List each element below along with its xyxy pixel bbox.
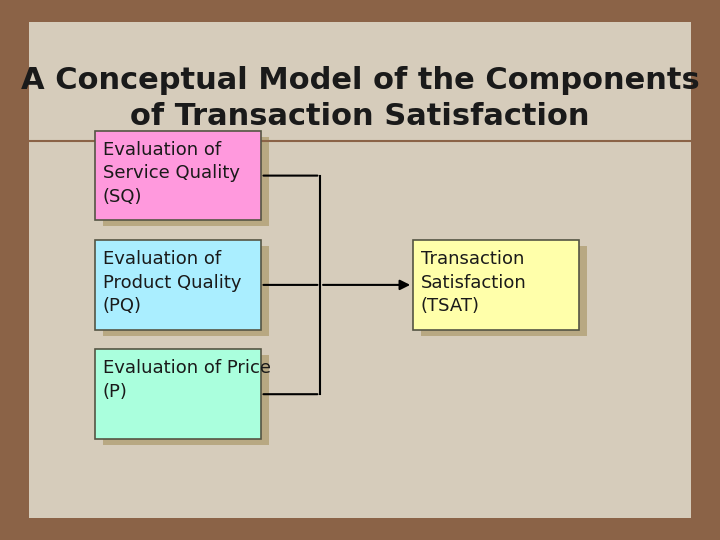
FancyBboxPatch shape	[413, 240, 579, 329]
FancyBboxPatch shape	[95, 349, 261, 439]
FancyBboxPatch shape	[103, 355, 269, 445]
Text: Transaction
Satisfaction
(TSAT): Transaction Satisfaction (TSAT)	[421, 250, 527, 315]
Text: A Conceptual Model of the Components
of Transaction Satisfaction: A Conceptual Model of the Components of …	[21, 66, 699, 131]
FancyBboxPatch shape	[95, 131, 261, 220]
FancyBboxPatch shape	[103, 246, 269, 335]
FancyBboxPatch shape	[421, 246, 587, 335]
Text: Evaluation of Price
(P): Evaluation of Price (P)	[103, 360, 271, 401]
FancyBboxPatch shape	[95, 240, 261, 329]
Text: Evaluation of
Product Quality
(PQ): Evaluation of Product Quality (PQ)	[103, 250, 241, 315]
Text: Evaluation of
Service Quality
(SQ): Evaluation of Service Quality (SQ)	[103, 141, 240, 206]
FancyBboxPatch shape	[103, 137, 269, 226]
